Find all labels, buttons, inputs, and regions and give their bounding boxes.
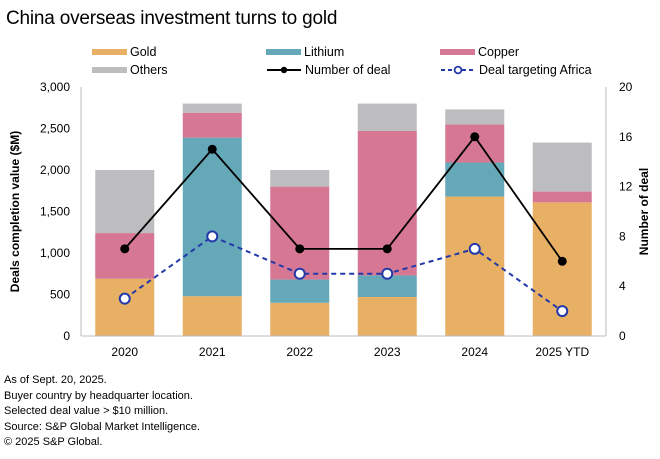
bar-gold-2023 xyxy=(357,296,417,336)
legend-item-lithium: Lithium xyxy=(266,44,344,60)
y2-tick-label: 12 xyxy=(619,180,633,194)
bar-layer xyxy=(95,103,592,336)
legend-item-gold: Gold xyxy=(92,44,156,60)
bar-gold-2020 xyxy=(95,278,155,336)
y-axis-title: Deals completion value ($M) xyxy=(8,131,22,292)
legend-label-lithium: Lithium xyxy=(304,45,345,59)
bar-lithium-2022 xyxy=(270,279,330,303)
bar-others-2022 xyxy=(270,170,330,187)
point-deal-targeting-africa-2020 xyxy=(118,292,131,305)
point-deal-targeting-africa-2023 xyxy=(381,267,394,280)
bar-others-2020 xyxy=(95,170,155,234)
legend-label-number-of-deal: Number of deal xyxy=(305,63,391,77)
chart-title: China overseas investment turns to gold xyxy=(6,8,338,29)
x-tick-label: 2020 xyxy=(111,345,138,359)
footnote-copyright: © 2025 S&P Global. xyxy=(4,436,103,449)
legend-item-others: Others xyxy=(92,62,168,78)
footnote-date: As of Sept. 20, 2025. xyxy=(4,374,107,386)
point-number-of-deal-2025-ytd xyxy=(557,256,567,266)
legend-item-deal-targeting-africa: Deal targeting Africa xyxy=(440,62,592,78)
y2-axis-title: Number of deal xyxy=(637,168,651,255)
x-tick-label: 2023 xyxy=(374,345,401,359)
bar-others-2021 xyxy=(182,103,242,113)
bar-copper-2024 xyxy=(445,124,505,163)
bar-gold-2021 xyxy=(182,296,242,336)
y2-tick-label: 8 xyxy=(619,229,626,243)
legend-item-copper: Copper xyxy=(440,44,519,60)
point-deal-targeting-africa-2022 xyxy=(293,267,306,280)
x-tick-label: 2024 xyxy=(461,345,488,359)
footnote-buyer: Buyer country by headquarter location. xyxy=(4,389,193,402)
x-tick-label: 2022 xyxy=(286,345,313,359)
line-number-of-deal xyxy=(124,135,563,262)
footnote-threshold: Selected deal value > $10 million. xyxy=(4,405,169,418)
bar-copper-2025-ytd xyxy=(532,191,592,203)
bar-lithium-2023 xyxy=(357,275,417,297)
bar-copper-2020 xyxy=(95,233,155,279)
y-tick-label: 2,000 xyxy=(40,163,70,177)
y2-tick-label: 20 xyxy=(619,80,633,94)
footnote-source: Source: S&P Global Market Intelligence. xyxy=(4,420,201,433)
point-number-of-deal-2024 xyxy=(470,132,480,142)
bar-lithium-2024 xyxy=(445,162,505,197)
legend-swatch-others xyxy=(92,67,127,73)
y-tick-label: 1,000 xyxy=(40,246,70,260)
legend-label-gold: Gold xyxy=(130,45,157,59)
x-tick-label: 2021 xyxy=(199,345,226,359)
y2-tick-label: 0 xyxy=(619,329,626,343)
legend-solid-line-dot-icon xyxy=(267,66,301,74)
legend-item-number-of-deal: Number of deal xyxy=(266,62,390,78)
footnotes: As of Sept. 20, 2025. Buyer country by h… xyxy=(4,373,200,451)
legend-label-copper: Copper xyxy=(478,45,519,59)
point-deal-targeting-africa-2021 xyxy=(206,230,219,243)
bar-copper-2022 xyxy=(270,186,330,280)
legend-swatch-copper xyxy=(440,49,475,55)
legend-swatch-lithium xyxy=(266,49,301,55)
y-tick-label: 3,000 xyxy=(40,80,70,94)
point-number-of-deal-2021 xyxy=(207,144,217,154)
point-number-of-deal-2022 xyxy=(295,244,305,254)
x-tick-label: 2025 YTD xyxy=(535,345,589,359)
bar-others-2024 xyxy=(445,109,505,125)
y2-tick-label: 4 xyxy=(619,279,626,293)
line-deal-targeting-africa xyxy=(124,235,563,312)
bar-others-2023 xyxy=(357,103,417,131)
point-deal-targeting-africa-2025-ytd xyxy=(556,305,569,318)
point-number-of-deal-2023 xyxy=(382,244,392,254)
tick-layer: 05001,0001,5002,0002,5003,00004812162020… xyxy=(40,80,633,359)
bar-others-2025-ytd xyxy=(532,142,592,192)
legend-label-deal-targeting-africa: Deal targeting Africa xyxy=(479,63,592,77)
y-tick-label: 0 xyxy=(63,329,70,343)
legend-swatch-gold xyxy=(92,49,127,55)
bar-gold-2024 xyxy=(445,196,505,336)
y-tick-label: 2,500 xyxy=(40,122,70,136)
y-tick-label: 500 xyxy=(50,288,70,302)
y-tick-label: 1,500 xyxy=(40,205,70,219)
bar-copper-2023 xyxy=(357,130,417,276)
point-number-of-deal-2020 xyxy=(120,244,130,254)
y2-tick-label: 16 xyxy=(619,130,633,144)
bar-lithium-2021 xyxy=(182,137,242,297)
bar-copper-2021 xyxy=(182,112,242,138)
legend-dashed-line-circle-icon xyxy=(441,65,475,75)
point-deal-targeting-africa-2024 xyxy=(468,242,481,255)
bar-gold-2022 xyxy=(270,302,330,336)
line-layer xyxy=(118,132,569,318)
legend-label-others: Others xyxy=(130,63,168,77)
